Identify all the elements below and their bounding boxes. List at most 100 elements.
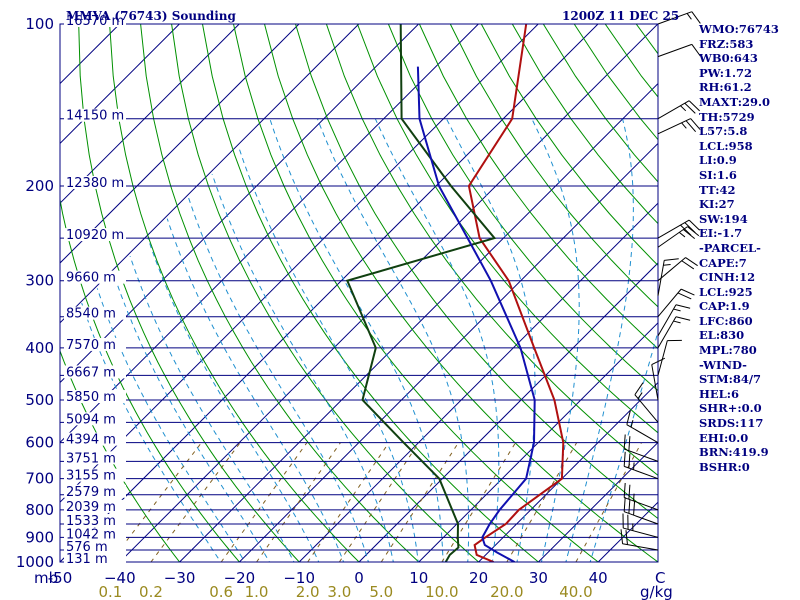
chart-title: MMVA (76743) Sounding xyxy=(66,9,237,23)
dry-adiabat-line xyxy=(60,197,241,562)
height-label-400: 7570 m xyxy=(66,338,116,353)
height-label-bg xyxy=(64,306,126,320)
height-label-200: 12380 m xyxy=(66,176,124,191)
height-label-450: 6667 m xyxy=(66,365,116,380)
isotherm-line xyxy=(298,202,658,562)
stability-indices-panel: WMO:76743 FRZ:583 WB0:643 PW:1.72 RH:61.2 MAX… xyxy=(699,22,799,474)
wind-barb-half-flag xyxy=(633,493,635,502)
moist-adiabat-line xyxy=(316,118,470,562)
chart-time: 1200Z 11 DEC 25 xyxy=(562,9,679,23)
index-item: TH:5729 xyxy=(699,109,755,124)
height-label-100: 16570 m xyxy=(66,14,124,29)
wind-barb xyxy=(657,118,701,135)
profiles xyxy=(345,24,565,562)
height-label-bg xyxy=(64,412,126,426)
wind-barb-staff xyxy=(657,100,690,120)
pressure-label-500: 500 xyxy=(25,391,54,409)
height-label-bg xyxy=(64,484,126,498)
dry-adiabat-line xyxy=(480,24,658,267)
index-item: LI:0.9 xyxy=(699,153,737,168)
wind-barb-staff xyxy=(657,11,692,25)
index-item: MPL:780 xyxy=(699,343,757,358)
height-label-bg xyxy=(64,540,126,554)
wind-barb-flag xyxy=(688,100,700,112)
pressure-label-200: 200 xyxy=(25,177,54,195)
height-label-bg xyxy=(64,514,126,528)
height-label-bg xyxy=(64,365,126,379)
mixing-ratio-label: 0.2 xyxy=(139,583,163,600)
isotherm-line xyxy=(239,142,658,562)
isotherm-line xyxy=(60,24,479,444)
wind-barb xyxy=(657,11,701,25)
dry-adiabat-line xyxy=(387,24,658,392)
wind-barb-flag xyxy=(685,120,697,133)
wind-barb xyxy=(620,529,659,551)
wind-barb-flag xyxy=(623,434,626,450)
wind-barb-flag xyxy=(675,304,691,309)
wind-barb-flag xyxy=(628,453,631,469)
height-label-bg xyxy=(64,451,126,465)
index-item: -WIND- xyxy=(699,357,747,372)
index-item: WMO:76743 xyxy=(699,22,779,36)
isotherm-line xyxy=(478,381,658,562)
mixing-ratio-line xyxy=(150,442,241,562)
index-item: PW:1.72 xyxy=(699,65,753,80)
index-item: EI:-1.7 xyxy=(699,226,743,241)
height-label-350: 8540 m xyxy=(66,307,116,322)
moist-adiabat-line xyxy=(565,118,634,562)
wind-barb xyxy=(657,43,701,58)
wind-barb-staff xyxy=(624,511,659,525)
mixing-ratio-labels: 0.1 0.2 0.6 1.0 2.0 3.0 5.0 10.0 20.0 40.0 xyxy=(98,583,592,600)
mixing-ratio-label: 10.0 xyxy=(425,583,458,600)
temperature-labels: -50 −40 −30 −20 −10 0 10 20 30 40 xyxy=(48,569,608,587)
wind-barb-flag xyxy=(675,316,691,321)
wind-barb-flag xyxy=(626,410,631,425)
wind-barb-flag xyxy=(690,118,701,130)
wind-barb-flag xyxy=(633,500,636,516)
moist-adiabat-line xyxy=(96,288,246,562)
wind-barb-staff xyxy=(634,394,659,423)
mixing-ratio-label: 0.1 xyxy=(98,583,122,600)
isotherm-line xyxy=(179,82,658,562)
dry-adiabat-line xyxy=(325,24,658,477)
index-item: LCL:925 xyxy=(699,284,753,299)
wind-barb xyxy=(657,288,695,318)
height-label-250: 10920 m xyxy=(66,228,124,243)
height-labels: 16570 m 14150 m 12380 m 10920 m 9660 m 8540 m… xyxy=(64,14,126,567)
height-label-bg xyxy=(64,390,126,404)
wind-barb xyxy=(623,434,659,462)
temperature-label: −30 xyxy=(164,569,196,587)
isotherm-line xyxy=(60,24,599,562)
moist-adiabat-line xyxy=(211,173,394,562)
mixing-ratio-label: 40.0 xyxy=(559,583,592,600)
dry-adiabat-line xyxy=(418,24,658,350)
wind-barb-staff xyxy=(626,424,659,444)
height-label-bg xyxy=(64,270,126,284)
temperature-label: 40 xyxy=(589,569,608,587)
wind-barb-staff xyxy=(657,257,686,282)
wind-barb-flag xyxy=(691,11,701,24)
wind-barb-half-flag xyxy=(680,105,687,112)
height-label-500: 5850 m xyxy=(66,390,116,405)
height-label-bg xyxy=(64,228,126,242)
wind-barb-flag xyxy=(677,292,692,300)
index-item: KI:27 xyxy=(699,197,735,212)
height-label-650: 3751 m xyxy=(66,451,116,466)
wind-barb-staff xyxy=(651,364,659,401)
wind-barb-flag xyxy=(623,482,626,498)
mixing-ratio-label: 3.0 xyxy=(327,583,351,600)
mixing-ratio-label: 1.0 xyxy=(245,583,269,600)
moist-adiabat-line xyxy=(147,237,320,562)
wind-barb-flag xyxy=(628,484,631,500)
wind-barb-staff xyxy=(624,448,659,462)
index-item: STM:84/7 xyxy=(699,372,762,387)
wind-barb-half-flag xyxy=(630,419,634,428)
wind-barb-flag xyxy=(688,219,700,231)
height-label-950: 576 m xyxy=(66,540,108,555)
wind-barb-staff xyxy=(657,316,677,349)
wind-barb-staff xyxy=(657,118,691,135)
wind-barb-flag xyxy=(651,357,666,366)
mixing-ratio-label: 20.0 xyxy=(490,583,523,600)
wind-barb-half-flag xyxy=(673,308,681,312)
